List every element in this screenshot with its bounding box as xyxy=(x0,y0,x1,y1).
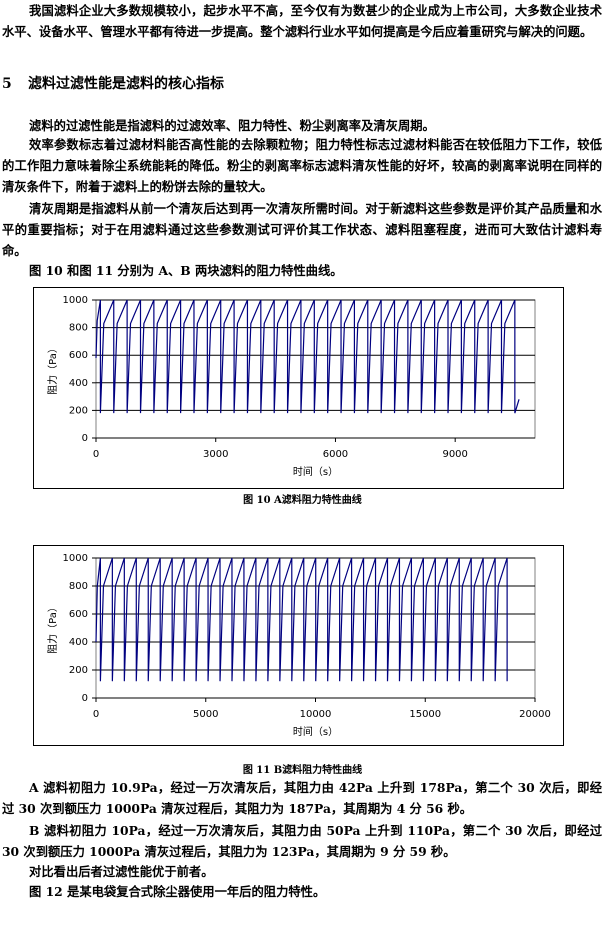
chart: 0 200 400 600 800 1000 0 3000 6000 9000 时间（s） 阻力（Pa… xyxy=(33,287,564,489)
y-tick-label: 800 xyxy=(69,581,88,592)
paragraph: 图 12 是某电袋复合式除尘器使用一年后的阻力特性。 xyxy=(29,884,326,899)
x-tick-label: 5000 xyxy=(193,709,218,720)
y-tick-label: 200 xyxy=(69,405,88,416)
y-axis-label: 阻力（Pa） xyxy=(46,602,59,654)
y-tick-label: 200 xyxy=(69,665,88,676)
y-tick-label: 1000 xyxy=(63,553,88,564)
x-tick-label: 15000 xyxy=(409,709,441,720)
y-axis-label: 阻力（Pa） xyxy=(46,343,59,395)
x-tick-label: 10000 xyxy=(300,709,332,720)
x-tick-label: 9000 xyxy=(442,449,467,460)
x-tick-label: 6000 xyxy=(323,449,348,460)
chart-border xyxy=(33,287,564,489)
paragraph: 对比看出后者过滤性能优于前者。 xyxy=(29,864,214,879)
y-tick-label: 0 xyxy=(82,433,88,444)
chart-border xyxy=(33,545,564,746)
heading-text: 滤料过滤性能是滤料的核心指标 xyxy=(28,76,224,92)
y-tick-label: 0 xyxy=(82,693,88,704)
paragraph: A 滤料初阻力 10.9Pa，经过一万次清灰后，其阻力由 42Pa 上升到 17… xyxy=(2,780,602,816)
data-line xyxy=(95,557,508,682)
y-tick-label: 600 xyxy=(69,350,88,361)
y-tick-label: 400 xyxy=(69,637,88,648)
paragraph: 我国滤料企业大多数规模较小，起步水平不高，至今仅有为数甚少的企业成为上市公司，大… xyxy=(2,3,602,39)
y-tick-label: 600 xyxy=(69,609,88,620)
data-line xyxy=(95,299,520,414)
x-tick-label: 20000 xyxy=(519,709,551,720)
paragraph: 清灰周期是指滤料从前一个清灰后达到再一次清灰所需时间。对于新滤料这些参数是评价其… xyxy=(2,201,602,258)
section-heading: 5 滤料过滤性能是滤料的核心指标 xyxy=(2,73,224,93)
x-tick-label: 3000 xyxy=(203,449,228,460)
y-tick-label: 1000 xyxy=(63,295,88,306)
figure-caption: 图 10 A滤料阻力特性曲线 xyxy=(243,495,362,506)
x-tick-label: 0 xyxy=(93,709,99,720)
figure-caption: 图 11 B滤料阻力特性曲线 xyxy=(242,765,363,776)
paragraph: 滤料的过滤性能是指滤料的过滤效率、阻力特性、粉尘剥离率及清灰周期。 xyxy=(29,118,435,133)
paragraph: 效率参数标志着过滤材料能否高性能的去除颗粒物；阻力特性标志过滤材料能否在较低阻力… xyxy=(2,137,602,194)
y-tick-label: 400 xyxy=(69,378,88,389)
x-tick-label: 0 xyxy=(93,449,99,460)
y-tick-label: 800 xyxy=(69,323,88,334)
paragraph: 图 10 和图 11 分别为 A、B 两块滤料的阻力特性曲线。 xyxy=(29,263,343,278)
paragraph: B 滤料初阻力 10Pa，经过一万次清灰后，其阻力由 50Pa 上升到 110P… xyxy=(2,823,602,859)
heading-number: 5 xyxy=(2,76,12,92)
x-axis-label: 时间（s） xyxy=(293,725,338,738)
x-axis-label: 时间（s） xyxy=(293,465,338,478)
